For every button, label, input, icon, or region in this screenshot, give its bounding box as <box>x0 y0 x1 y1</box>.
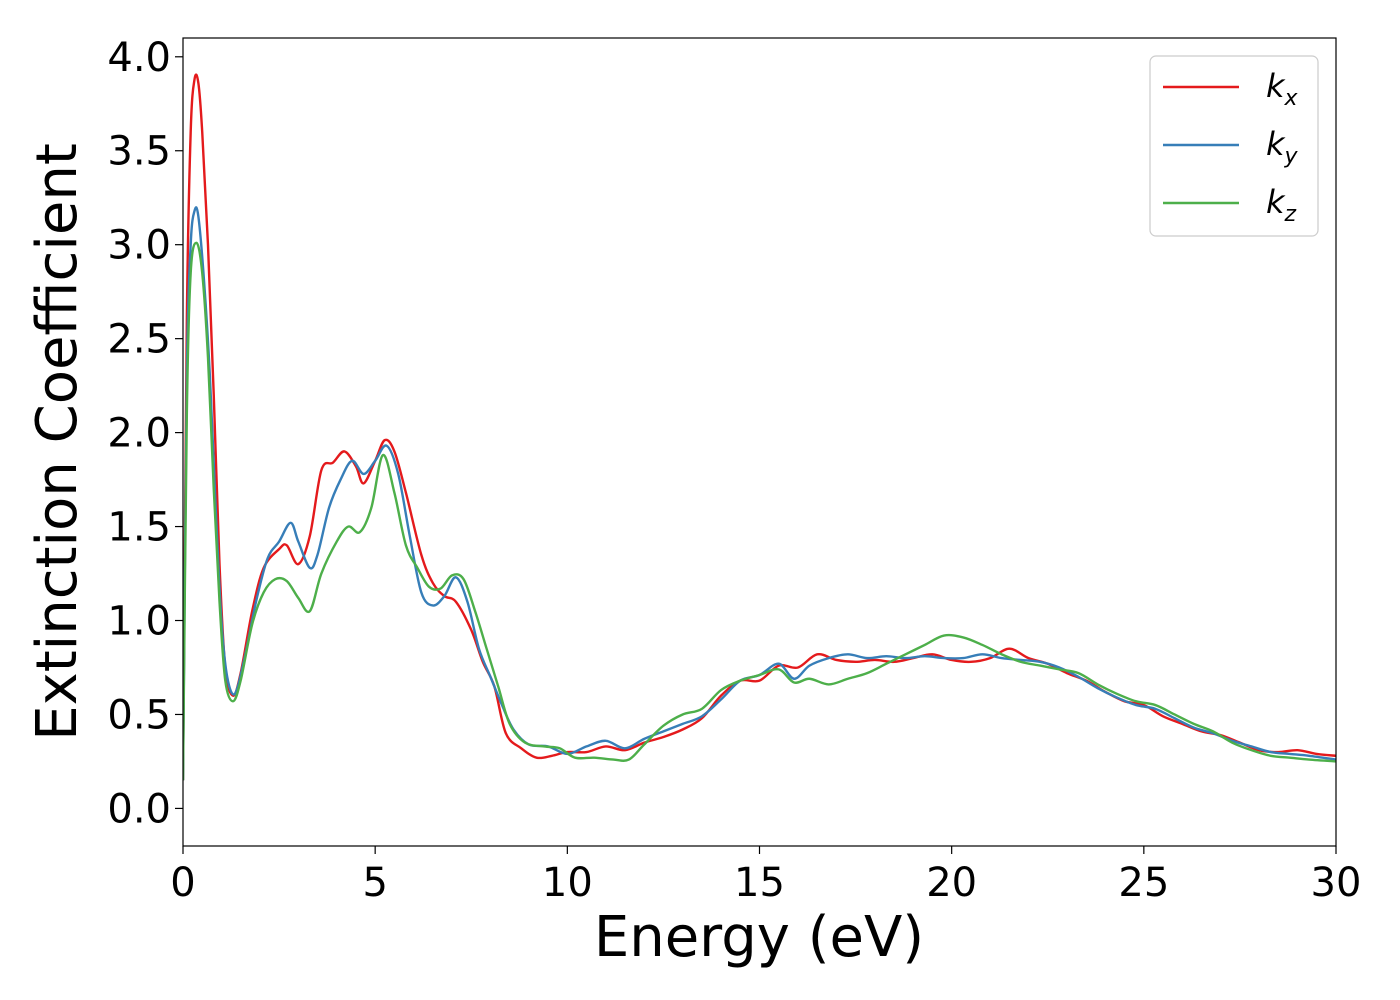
y-tick-label: 1.0 <box>107 599 171 645</box>
x-tick-label: 0 <box>170 860 195 906</box>
legend: kx ky kz <box>1149 55 1319 237</box>
y-axis-title: Extinction Coefficient <box>25 143 90 741</box>
series-layer <box>183 73 1336 781</box>
ticks-layer: 0 5 10 15 20 25 30 0.0 0.5 1.0 1.5 2.0 2.5 3.0 3.5 4.0 <box>107 35 1361 906</box>
legend-entries: kx ky kz <box>1163 67 1299 227</box>
y-tick-label: 3.5 <box>107 129 171 175</box>
legend-label-kz: kz <box>1266 183 1297 227</box>
x-tick-label: 30 <box>1311 860 1362 906</box>
x-axis-title: Energy (eV) <box>594 905 924 970</box>
legend-label-ky: ky <box>1266 125 1299 169</box>
y-tick-label: 2.0 <box>107 411 171 457</box>
legend-label-kx: kx <box>1266 67 1299 111</box>
x-tick-label: 10 <box>542 860 593 906</box>
y-tick-label: 0.5 <box>107 692 171 738</box>
y-tick-label: 2.5 <box>107 317 171 363</box>
x-tick-label: 20 <box>926 860 977 906</box>
y-tick-label: 0.0 <box>107 786 171 832</box>
y-tick-label: 3.0 <box>107 223 171 269</box>
x-tick-label: 15 <box>734 860 785 906</box>
series-line-kz <box>183 241 1336 781</box>
series-line-ky <box>183 206 1336 781</box>
y-tick-label: 1.5 <box>107 505 171 551</box>
series-line-kx <box>183 73 1336 781</box>
y-tick-label: 4.0 <box>107 35 171 81</box>
x-tick-label: 25 <box>1118 860 1169 906</box>
x-tick-label: 5 <box>362 860 387 906</box>
